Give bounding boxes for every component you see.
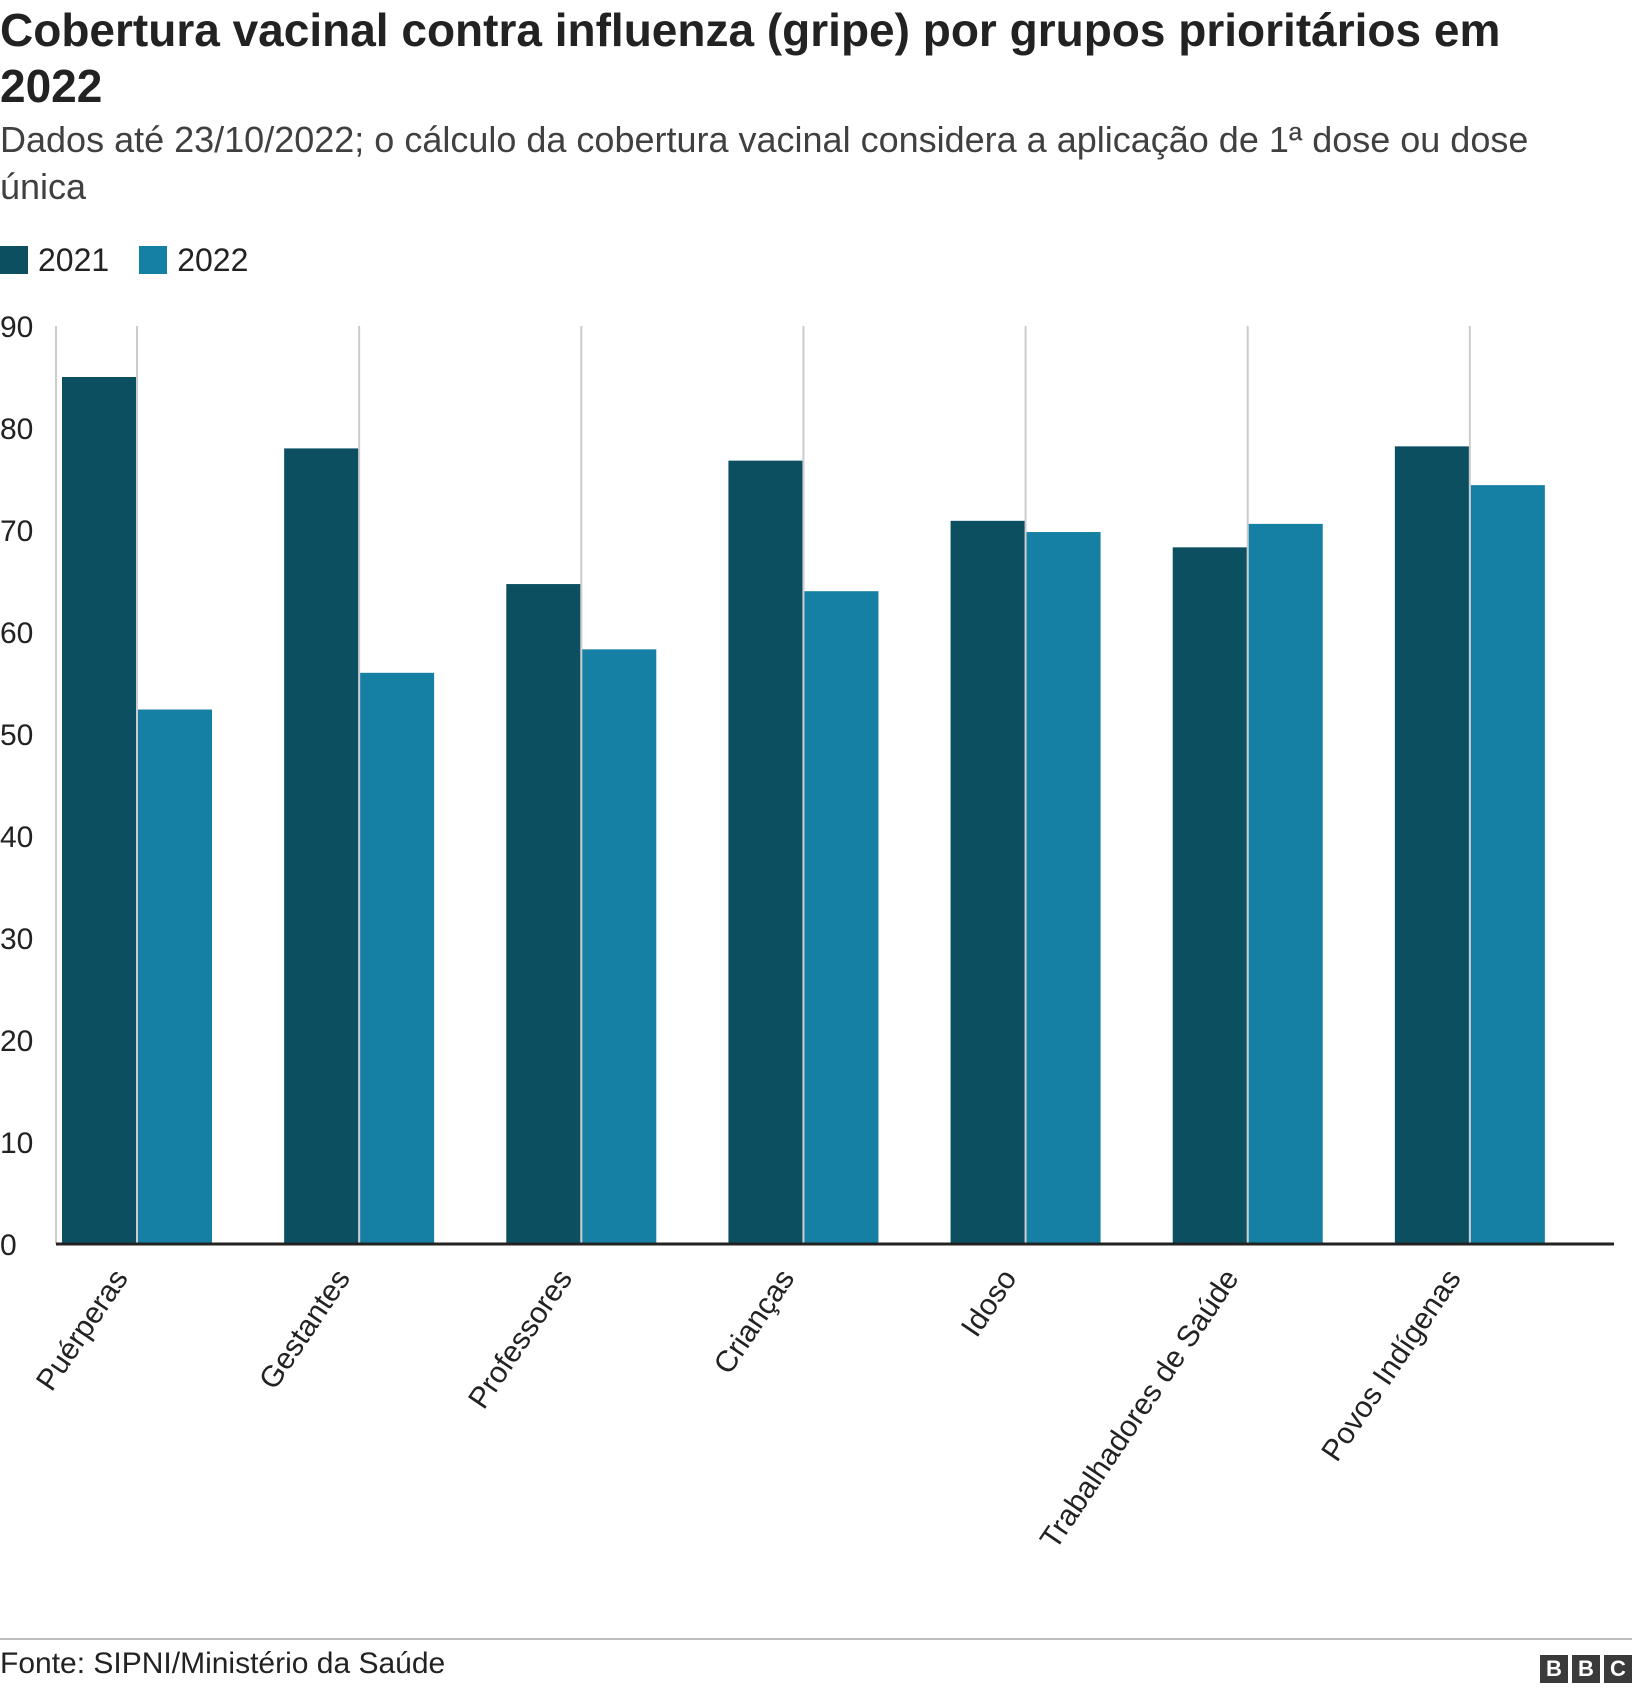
legend-label-2022: 2022 xyxy=(177,241,249,278)
bar-2021 xyxy=(284,448,359,1244)
bar-2022 xyxy=(1248,523,1323,1244)
category-label: Idoso xyxy=(955,1263,1023,1342)
legend-item-2022: 2022 xyxy=(139,242,248,279)
category-label: Gestantes xyxy=(253,1263,357,1395)
y-tick-label: 40 xyxy=(0,821,33,854)
category-label: Professores xyxy=(462,1263,579,1414)
y-tick-label: 60 xyxy=(0,617,33,650)
bar-2021 xyxy=(1394,446,1469,1244)
legend: 2021 2022 xyxy=(0,240,278,280)
bar-2021 xyxy=(950,520,1025,1244)
category-label: Povos Indígenas xyxy=(1315,1263,1467,1467)
chart-title: Cobertura vacinal contra influenza (grip… xyxy=(0,4,1501,112)
legend-swatch-2021 xyxy=(0,246,28,274)
y-tick-label: 30 xyxy=(0,923,33,956)
category-label: Puérperas xyxy=(30,1263,135,1396)
y-tick-label: 10 xyxy=(0,1127,33,1160)
bar-2022 xyxy=(1470,485,1545,1244)
legend-item-2021: 2021 xyxy=(0,242,109,279)
category-label: Crianças xyxy=(708,1263,802,1380)
bar-2021 xyxy=(62,377,136,1244)
y-tick-label: 80 xyxy=(0,413,33,446)
bar-2021 xyxy=(1172,547,1247,1244)
bar-2022 xyxy=(804,591,879,1244)
logo-letter: B xyxy=(1540,1655,1568,1683)
bbc-logo: B B C xyxy=(1540,1655,1632,1683)
logo-letter: B xyxy=(1572,1655,1600,1683)
bar-2022 xyxy=(1026,532,1101,1244)
legend-swatch-2022 xyxy=(139,246,168,274)
bar-chart: 0 10 20 30 40 50 60 70 80 90 Puérperas Gestantes Pro… xyxy=(0,311,1614,1555)
y-tick-label: 0 xyxy=(0,1229,17,1262)
bar-2022 xyxy=(138,709,212,1244)
bar-2021 xyxy=(506,584,581,1244)
source-note: Fonte: SIPNI/Ministério da Saúde xyxy=(0,1647,446,1680)
footer-divider xyxy=(0,1638,1632,1640)
y-tick-label: 90 xyxy=(0,311,33,344)
y-tick-label: 50 xyxy=(0,719,33,752)
chart-subtitle: Dados até 23/10/2022; o cálculo da cober… xyxy=(0,119,1529,207)
bar-2022 xyxy=(582,649,657,1244)
bar-2022 xyxy=(360,672,435,1244)
category-label: Trabalhadores de Saúde xyxy=(1034,1263,1245,1554)
y-tick-label: 20 xyxy=(0,1025,33,1058)
bar-2021 xyxy=(728,460,803,1244)
logo-letter: C xyxy=(1604,1655,1632,1683)
y-tick-label: 70 xyxy=(0,515,33,548)
legend-label-2021: 2021 xyxy=(38,241,110,278)
